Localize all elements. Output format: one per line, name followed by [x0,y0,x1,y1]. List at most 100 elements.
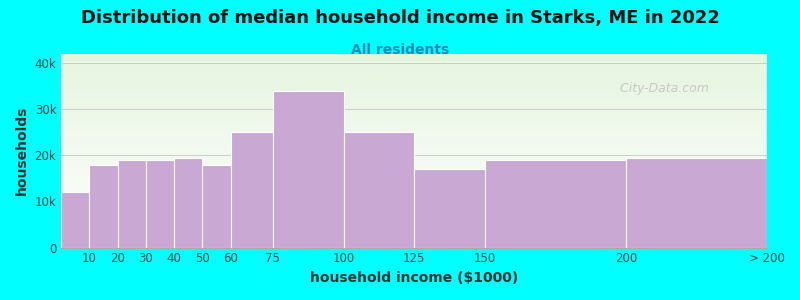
Bar [61,214,767,215]
Bar [61,233,767,234]
Bar [61,203,767,204]
Bar [61,190,767,191]
Bar [61,88,767,89]
Bar [485,160,626,248]
Bar [61,54,767,55]
Bar [61,64,767,66]
Bar [61,204,767,205]
Bar [61,177,767,178]
Bar [61,151,767,152]
Bar [61,79,767,80]
Bar [61,165,767,166]
Bar [61,93,767,94]
Bar [61,183,767,184]
Bar [61,87,767,88]
Bar [61,170,767,171]
Bar [61,113,767,114]
Bar [61,105,767,106]
Bar [61,238,767,239]
Bar [61,117,767,118]
Bar [61,71,767,72]
Bar [61,82,767,83]
Bar [61,245,767,246]
Bar [61,81,767,82]
Bar [61,131,767,132]
Bar [61,222,767,224]
Bar [61,136,767,137]
Bar [90,165,118,248]
Text: All residents: All residents [351,44,449,58]
Bar [61,220,767,221]
Bar [61,217,767,218]
Bar [61,143,767,144]
Bar [61,137,767,138]
Bar [61,178,767,179]
Bar [61,167,767,168]
Bar [61,191,767,192]
Bar [61,155,767,156]
Bar [61,142,767,143]
Bar [61,241,767,242]
Bar [61,104,767,105]
Bar [61,243,767,244]
Bar [61,172,767,173]
Bar [61,192,767,194]
Bar [61,112,767,113]
Bar [61,161,767,162]
Bar [61,186,767,187]
Bar [61,97,767,98]
Bar [61,55,767,56]
Bar [343,132,414,248]
Bar [61,176,767,177]
Bar [61,89,767,90]
Bar [61,100,767,101]
Bar [61,61,767,62]
Bar [61,56,767,57]
Bar [61,173,767,174]
Bar [61,180,767,181]
Bar [61,116,767,117]
Bar [61,77,767,78]
Bar [61,125,767,126]
Bar [61,94,767,95]
Bar [61,157,767,158]
Bar [61,202,767,203]
Bar [61,201,767,202]
Bar [61,234,767,235]
Bar [61,135,767,136]
Bar [61,240,767,241]
Bar [61,162,767,164]
Bar [61,242,767,243]
Bar [61,75,767,76]
Bar [61,118,767,119]
Bar [61,231,767,232]
Bar [61,100,767,101]
Bar [61,60,767,61]
Bar [61,123,767,124]
Bar [61,239,767,240]
Bar [626,158,767,248]
Bar [61,171,767,172]
Bar [61,169,767,170]
Bar [61,196,767,197]
Bar [61,103,767,104]
Bar [61,160,767,161]
Bar [61,72,767,74]
Bar [61,145,767,146]
Bar [61,57,767,58]
Bar [61,208,767,209]
Bar [61,96,767,97]
Bar [61,211,767,212]
Bar [61,138,767,139]
Bar [61,144,767,145]
Bar [61,58,767,59]
Bar [61,76,767,77]
Bar [61,68,767,70]
Bar [61,212,767,213]
Bar [61,192,90,248]
Bar [61,122,767,123]
Bar [61,174,767,175]
Bar [61,74,767,75]
Bar [61,175,767,176]
Bar [61,110,767,111]
